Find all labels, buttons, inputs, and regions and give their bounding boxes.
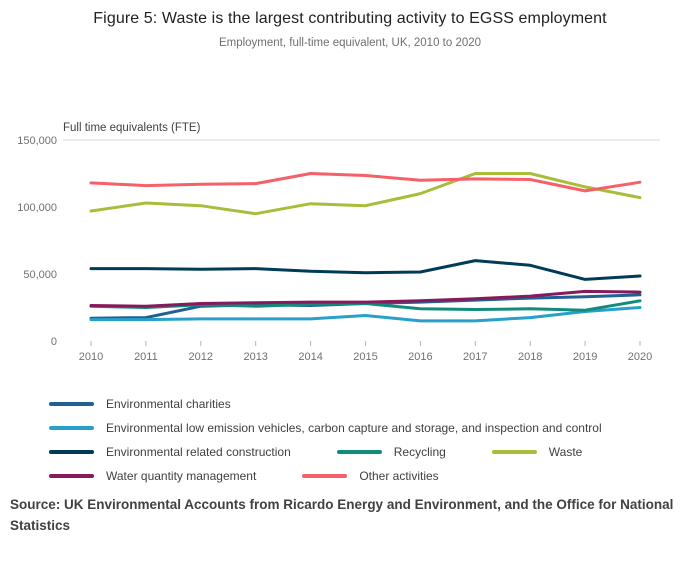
svg-text:2012: 2012 — [189, 351, 213, 363]
svg-text:2017: 2017 — [463, 351, 487, 363]
legend-item-waste: Waste — [491, 445, 583, 459]
svg-text:2014: 2014 — [298, 351, 322, 363]
legend-swatch-environmental-related-construction — [49, 450, 94, 454]
svg-text:2018: 2018 — [518, 351, 542, 363]
chart-legend: Environmental charities Environmental lo… — [0, 397, 700, 483]
legend-label: Other activities — [359, 469, 439, 483]
legend-label: Water quantity management — [106, 469, 257, 483]
legend-row: Environmental charities — [49, 397, 700, 411]
svg-text:2020: 2020 — [628, 351, 652, 363]
svg-text:0: 0 — [51, 336, 57, 348]
legend-item-low-emission-vehicles: Environmental low emission vehicles, car… — [49, 421, 602, 435]
svg-text:2015: 2015 — [353, 351, 377, 363]
figure-header: Figure 5: Waste is the largest contribut… — [0, 10, 700, 49]
legend-swatch-low-emission-vehicles — [49, 426, 94, 430]
legend-row: Environmental related construction Recyc… — [49, 445, 700, 459]
legend-label: Environmental low emission vehicles, car… — [106, 421, 602, 435]
svg-text:2019: 2019 — [573, 351, 597, 363]
svg-text:50,000: 50,000 — [23, 269, 57, 281]
legend-swatch-water-quantity-management — [49, 474, 94, 478]
svg-text:Full time equivalents (FTE): Full time equivalents (FTE) — [63, 122, 201, 134]
legend-item-recycling: Recycling — [336, 445, 446, 459]
figure-title: Figure 5: Waste is the largest contribut… — [93, 10, 607, 27]
legend-item-environmental-charities: Environmental charities — [49, 397, 231, 411]
svg-text:2016: 2016 — [408, 351, 432, 363]
legend-swatch-waste — [491, 450, 537, 454]
source-text: Source: UK Environmental Accounts from R… — [10, 497, 674, 533]
legend-item-water-quantity-management: Water quantity management — [49, 469, 256, 483]
legend-row: Environmental low emission vehicles, car… — [49, 421, 700, 435]
legend-label: Waste — [548, 445, 583, 459]
svg-text:2011: 2011 — [134, 351, 158, 363]
line-chart: Full time equivalents (FTE) 0 50,000 100,00… — [17, 122, 660, 363]
legend-label: Environmental charities — [106, 397, 231, 411]
legend-item-other-activities: Other activities — [302, 469, 439, 483]
legend-label: Environmental related construction — [106, 445, 291, 459]
legend-label: Recycling — [393, 445, 446, 459]
svg-text:2010: 2010 — [79, 351, 103, 363]
legend-swatch-environmental-charities — [49, 402, 94, 406]
legend-swatch-other-activities — [302, 474, 348, 478]
svg-text:2013: 2013 — [243, 351, 267, 363]
legend-swatch-recycling — [336, 450, 382, 454]
legend-row: Water quantity management Other activiti… — [49, 469, 700, 483]
svg-text:100,000: 100,000 — [17, 202, 57, 214]
figure-subtitle: Employment, full-time equivalent, UK, 20… — [218, 37, 482, 49]
legend-item-environmental-related-construction: Environmental related construction — [49, 445, 291, 459]
svg-text:150,000: 150,000 — [17, 135, 57, 147]
